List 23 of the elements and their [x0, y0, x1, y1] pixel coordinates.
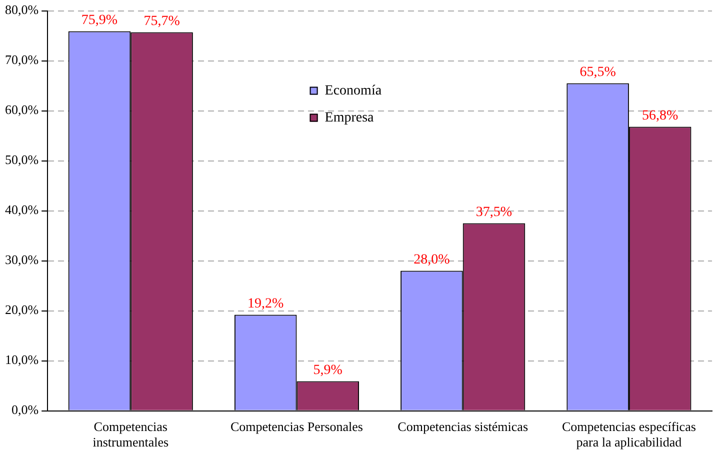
x-tick-label: Competencias instrumentales — [92, 419, 169, 450]
x-tick-label: Competencias sistémicas — [398, 419, 528, 434]
y-tick-label: 60,0% — [4, 102, 39, 118]
legend-label: Economía — [324, 83, 382, 98]
data-label: 65,5% — [580, 64, 616, 80]
data-label: 75,7% — [144, 14, 180, 29]
y-tick-label: 0,0% — [11, 402, 39, 418]
data-label: 5,9% — [313, 362, 343, 378]
y-tick-label: 10,0% — [4, 352, 39, 368]
y-tick-label: 20,0% — [4, 302, 39, 318]
data-label: 19,2% — [248, 296, 284, 312]
data-label: 75,9% — [81, 12, 118, 28]
legend-label: Empresa — [324, 110, 375, 126]
y-tick-label: 70,0% — [4, 52, 39, 68]
data-label: 28,0% — [414, 252, 450, 268]
data-label: 56,8% — [642, 108, 679, 124]
x-tick-label: Competencias Personales — [230, 419, 363, 434]
y-tick-label: 50,0% — [4, 152, 39, 168]
y-tick-label: 40,0% — [4, 202, 39, 218]
y-tick-label: 30,0% — [4, 252, 39, 268]
x-tick-label: Competencias específicas para la aplicabilidad — [562, 419, 696, 450]
y-tick-label: 80,0% — [4, 2, 39, 18]
data-label: 37,5% — [476, 204, 512, 220]
